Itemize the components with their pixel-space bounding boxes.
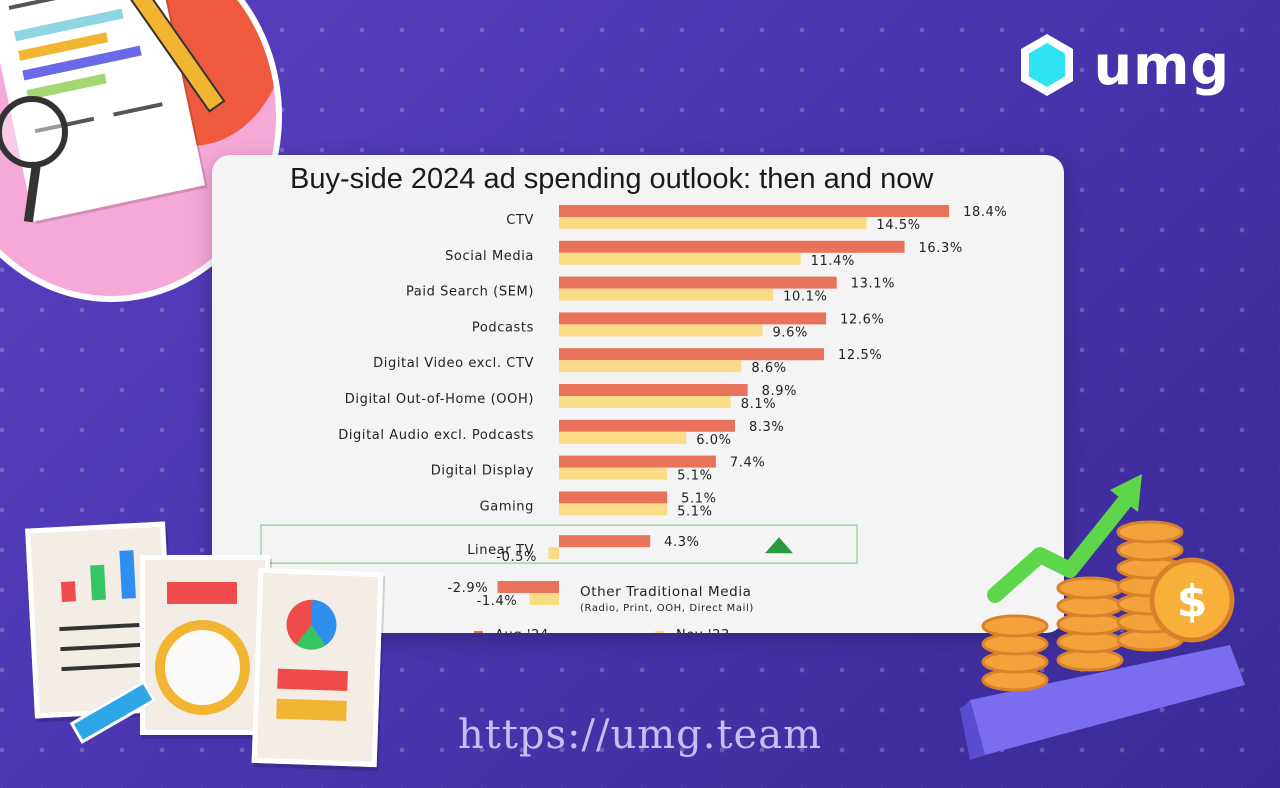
legend-swatch-nov-23 bbox=[655, 631, 664, 633]
bar-nov-23 bbox=[559, 360, 742, 373]
website-url[interactable]: https://umg.team bbox=[458, 712, 823, 758]
data-label-aug-24: 16.3% bbox=[919, 241, 963, 256]
bar-aug-24 bbox=[559, 348, 824, 361]
svg-text:$: $ bbox=[1177, 576, 1208, 627]
bar-aug-24 bbox=[497, 581, 559, 593]
category-label: Linear TV bbox=[467, 543, 534, 558]
category-label: Podcasts bbox=[472, 320, 534, 335]
bar-nov-23 bbox=[559, 217, 867, 229]
legend-label-nov-23: Nov '23 bbox=[676, 628, 730, 633]
bar-nov-23 bbox=[529, 593, 559, 605]
doc-paper-icon bbox=[140, 555, 270, 735]
data-label-nov-23: 11.4% bbox=[811, 254, 855, 269]
bar-aug-24 bbox=[559, 384, 748, 396]
category-label: Paid Search (SEM) bbox=[406, 285, 534, 300]
bar-nov-23 bbox=[559, 467, 668, 480]
bar-aug-24 bbox=[559, 491, 668, 504]
bar-nov-23 bbox=[548, 547, 559, 560]
data-label-nov-23: 6.0% bbox=[696, 433, 731, 448]
bar-aug-24 bbox=[559, 312, 827, 325]
data-label-nov-23: 8.1% bbox=[741, 397, 776, 412]
highlight-box bbox=[260, 524, 858, 564]
data-label-nov-23: -0.5% bbox=[496, 550, 537, 565]
documents-illustration bbox=[25, 515, 390, 785]
data-label-aug-24: 13.1% bbox=[851, 277, 895, 292]
data-label-nov-23: 8.6% bbox=[751, 361, 786, 376]
category-label: Digital Video excl. CTV bbox=[373, 356, 534, 371]
bar-nov-23 bbox=[559, 252, 801, 265]
data-label-aug-24: 8.9% bbox=[762, 384, 797, 399]
logo-text: umg bbox=[1093, 33, 1230, 97]
data-label-aug-24: -2.9% bbox=[448, 581, 489, 596]
bar-nov-23 bbox=[559, 503, 668, 516]
bar-aug-24 bbox=[559, 419, 735, 432]
data-label-nov-23: -1.4% bbox=[477, 594, 518, 609]
data-label-nov-23: 5.1% bbox=[677, 504, 712, 519]
legend-swatch-aug-24 bbox=[474, 631, 483, 633]
data-label-aug-24: 7.4% bbox=[730, 456, 765, 471]
bar-aug-24 bbox=[559, 455, 716, 468]
bar-aug-24 bbox=[559, 240, 905, 253]
bar-nov-23 bbox=[559, 431, 687, 444]
bar-chart: CTV 18.4% 14.5% Social Media 16.3% 11.4% Paid … bbox=[260, 205, 1007, 633]
extra-row-sublabel: (Radio, Print, OOH, Direct Mail) bbox=[580, 603, 754, 614]
bar-nov-23 bbox=[559, 288, 774, 301]
data-label-nov-23: 5.1% bbox=[677, 469, 712, 484]
data-label-aug-24: 18.4% bbox=[963, 205, 1007, 220]
data-label-nov-23: 9.6% bbox=[773, 325, 808, 340]
extra-row-label: Other Traditional Media bbox=[580, 584, 752, 600]
data-label-aug-24: 12.6% bbox=[840, 312, 884, 327]
category-label: CTV bbox=[506, 213, 534, 228]
bar-nov-23 bbox=[559, 324, 763, 337]
bar-aug-24 bbox=[559, 276, 837, 289]
bar-nov-23 bbox=[559, 396, 731, 408]
category-label: Gaming bbox=[480, 499, 534, 514]
chart-title: Buy-side 2024 ad spending outlook: then … bbox=[290, 163, 934, 195]
up-arrow-icon bbox=[765, 537, 793, 554]
legend-label-aug-24: Aug '24 bbox=[495, 628, 549, 633]
data-label-nov-23: 10.1% bbox=[783, 290, 827, 305]
bar-aug-24 bbox=[559, 535, 651, 548]
report-illustration bbox=[0, 0, 282, 302]
coins-growth-illustration: $ bbox=[960, 474, 1245, 760]
category-label: Digital Out-of-Home (OOH) bbox=[345, 392, 534, 407]
chart-card: Buy-side 2024 ad spending outlook: then … bbox=[212, 155, 1064, 633]
brand-logo[interactable]: umg bbox=[1018, 32, 1230, 98]
data-label-aug-24: 12.5% bbox=[838, 348, 882, 363]
hexagon-logo-icon bbox=[1020, 34, 1073, 96]
category-label: Social Media bbox=[445, 249, 534, 264]
bar-aug-24 bbox=[559, 205, 950, 217]
data-label-aug-24: 4.3% bbox=[664, 535, 699, 550]
data-label-nov-23: 14.5% bbox=[876, 218, 920, 233]
pie-paper-icon bbox=[251, 567, 384, 768]
data-label-aug-24: 5.1% bbox=[681, 491, 716, 506]
data-label-aug-24: 8.3% bbox=[749, 420, 784, 435]
category-label: Digital Audio excl. Podcasts bbox=[338, 428, 534, 443]
category-label: Digital Display bbox=[431, 464, 534, 479]
